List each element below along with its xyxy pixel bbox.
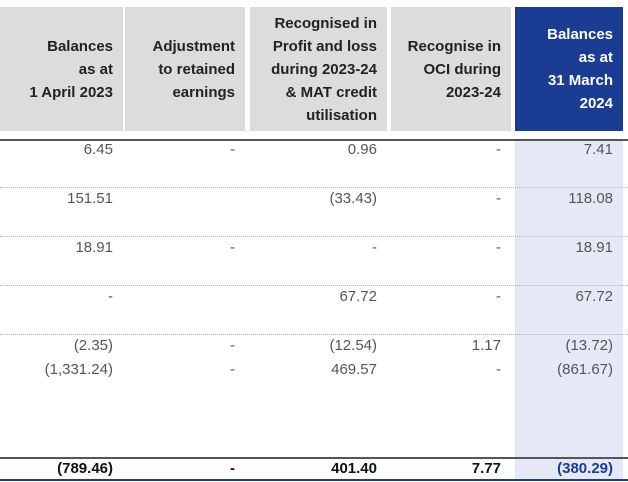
table-row: 6.45 - 0.96 - 7.41: [0, 139, 628, 161]
cell-closing: 18.91: [575, 239, 613, 256]
table-row: 18.91 - - - 18.91: [0, 237, 628, 259]
cell-opening: (2.35): [73, 337, 113, 354]
closing-column-highlight: [515, 141, 623, 459]
total-oci: 7.77: [471, 460, 501, 477]
cell-retained: -: [230, 239, 235, 256]
cell-retained: -: [230, 337, 235, 354]
table-row: 151.51 (33.43) - 118.08: [0, 188, 628, 210]
cell-closing: 118.08: [568, 190, 613, 207]
table-row: (1,331.24) - 469.57 - (861.67): [0, 359, 628, 381]
cell-profit-loss: 0.96: [347, 141, 377, 158]
total-closing: (380.29): [557, 460, 613, 477]
cell-opening: 151.51: [67, 190, 113, 207]
cell-oci: -: [496, 141, 501, 158]
header-oci: Recognise in OCI during 2023-24: [391, 7, 511, 131]
total-opening: (789.46): [57, 460, 113, 477]
total-top-rule: [0, 457, 628, 459]
row-separator: [0, 334, 628, 335]
cell-oci: -: [496, 190, 501, 207]
cell-closing: (861.67): [557, 361, 613, 378]
cell-closing: 7.41: [583, 141, 613, 158]
cell-profit-loss: (12.54): [329, 337, 377, 354]
cell-profit-loss: (33.43): [329, 190, 377, 207]
cell-retained: [125, 286, 245, 308]
row-separator: [0, 236, 628, 237]
cell-retained: -: [230, 141, 235, 158]
cell-retained: [125, 188, 245, 210]
cell-profit-loss: -: [372, 239, 377, 256]
header-retained-earnings: Adjustment to retained earnings: [125, 7, 245, 131]
cell-oci: -: [496, 239, 501, 256]
total-profit-loss: 401.40: [331, 460, 377, 477]
table-row: - 67.72 - 67.72: [0, 286, 628, 308]
total-bottom-rule: [0, 479, 628, 481]
row-separator: [0, 187, 628, 188]
row-separator: [0, 285, 628, 286]
table-row: (2.35) - (12.54) 1.17 (13.72): [0, 335, 628, 357]
total-retained: -: [230, 460, 235, 477]
cell-profit-loss: 469.57: [331, 361, 377, 378]
cell-closing: (13.72): [565, 337, 613, 354]
header-rule: [0, 139, 628, 141]
header-profit-loss: Recognised in Profit and loss during 202…: [250, 7, 387, 131]
header-closing-balance: Balances as at 31 March 2024: [515, 7, 623, 131]
total-row: (789.46) - 401.40 7.77 (380.29): [0, 458, 628, 480]
cell-opening: (1,331.24): [44, 361, 113, 378]
header-opening-balance: Balances as at 1 April 2023: [0, 7, 123, 131]
cell-opening: 18.91: [75, 239, 113, 256]
cell-oci: -: [496, 288, 501, 305]
cell-opening: -: [108, 288, 113, 305]
cell-closing: 67.72: [575, 288, 613, 305]
cell-profit-loss: 67.72: [339, 288, 377, 305]
cell-opening: 6.45: [83, 141, 113, 158]
cell-oci: 1.17: [471, 337, 501, 354]
cell-oci: -: [496, 361, 501, 378]
cell-retained: -: [230, 361, 235, 378]
closing-total-highlight: [515, 459, 623, 479]
